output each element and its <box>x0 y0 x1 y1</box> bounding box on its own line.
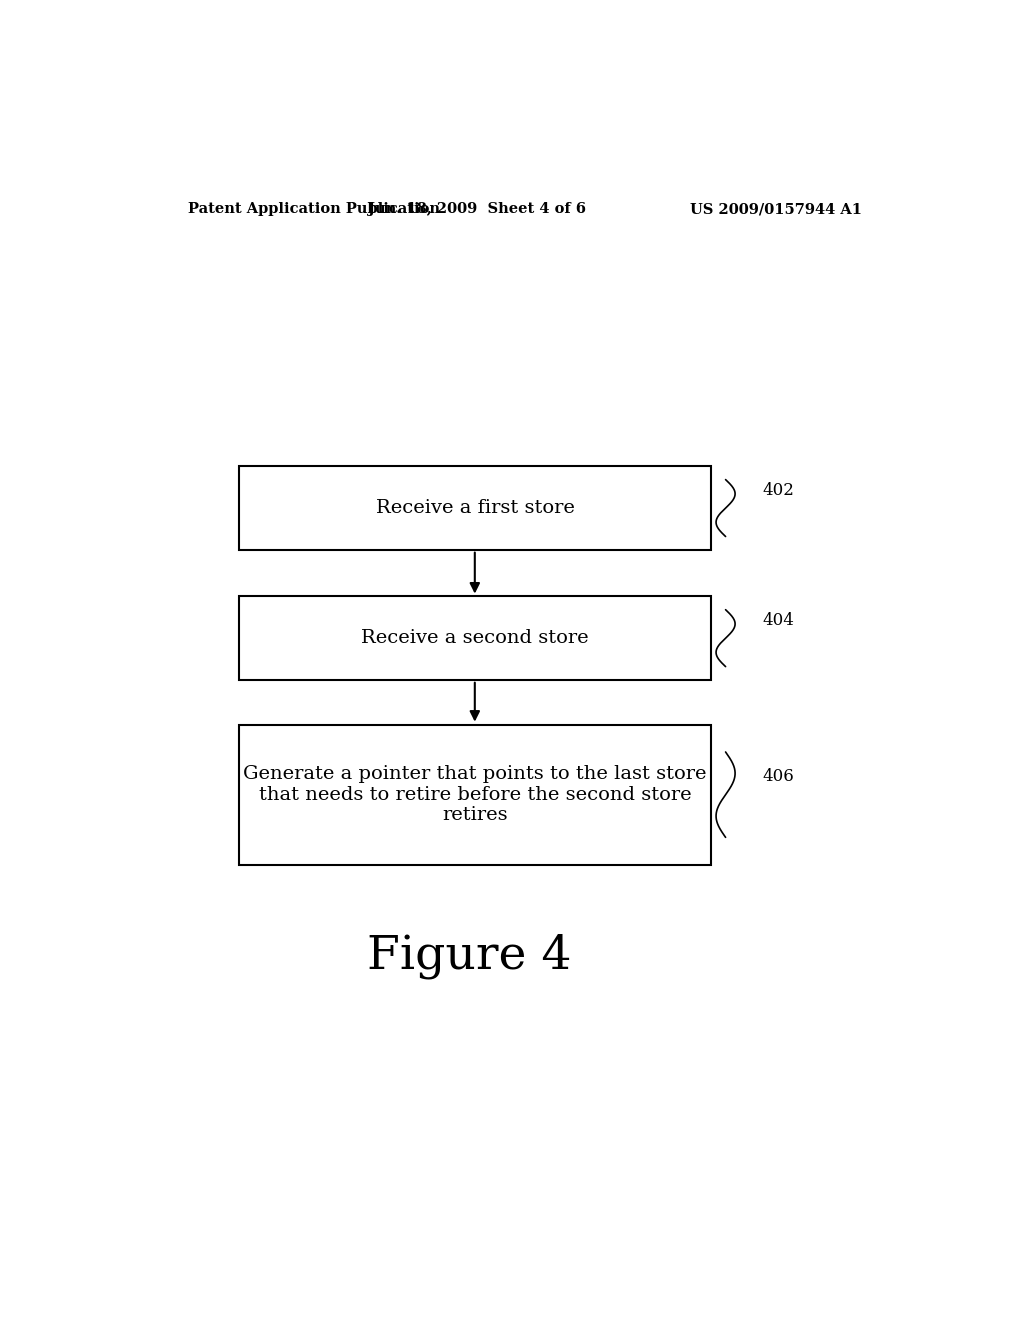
Text: 406: 406 <box>763 768 795 785</box>
Text: 404: 404 <box>763 612 795 630</box>
Text: Figure 4: Figure 4 <box>367 933 571 979</box>
Text: 402: 402 <box>763 482 795 499</box>
Text: US 2009/0157944 A1: US 2009/0157944 A1 <box>690 202 862 216</box>
Bar <box>240 597 712 680</box>
Text: Generate a pointer that points to the last store
that needs to retire before the: Generate a pointer that points to the la… <box>244 764 707 825</box>
Text: Jun. 18, 2009  Sheet 4 of 6: Jun. 18, 2009 Sheet 4 of 6 <box>369 202 586 216</box>
Bar <box>240 725 712 865</box>
Text: Patent Application Publication: Patent Application Publication <box>187 202 439 216</box>
Text: Receive a first store: Receive a first store <box>376 499 574 517</box>
Bar <box>240 466 712 549</box>
Text: Receive a second store: Receive a second store <box>361 630 589 647</box>
